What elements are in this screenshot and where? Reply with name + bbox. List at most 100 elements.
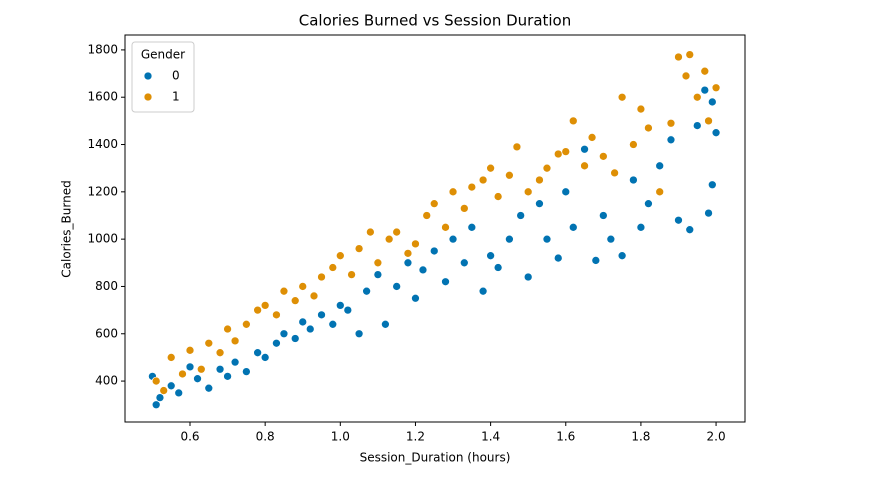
- y-tick-label: 600: [95, 326, 118, 340]
- point: [516, 211, 526, 220]
- point: [215, 364, 225, 374]
- point: [354, 244, 364, 253]
- point: [459, 204, 469, 213]
- point: [366, 227, 375, 237]
- point: [166, 353, 176, 362]
- point: [542, 163, 552, 173]
- point: [362, 286, 371, 296]
- point: [505, 170, 514, 180]
- point: [373, 270, 383, 279]
- point: [155, 393, 165, 402]
- legend-marker: [143, 71, 153, 81]
- point: [553, 253, 563, 263]
- point: [512, 142, 522, 152]
- point: [478, 175, 488, 185]
- point: [674, 52, 683, 62]
- point: [580, 144, 589, 154]
- point: [644, 199, 653, 209]
- point: [335, 251, 345, 261]
- point: [392, 282, 402, 291]
- point: [347, 270, 356, 279]
- point: [591, 256, 601, 265]
- point: [610, 168, 619, 178]
- point: [185, 362, 195, 372]
- chart-title: Calories Burned vs Session Duration: [299, 12, 572, 30]
- x-tick-label: 1.4: [481, 430, 500, 444]
- point: [441, 277, 450, 287]
- point: [204, 383, 214, 393]
- point: [561, 187, 571, 197]
- point: [700, 85, 710, 95]
- point: [598, 152, 608, 161]
- point: [230, 357, 240, 367]
- point: [403, 248, 413, 258]
- point: [381, 319, 390, 329]
- point: [230, 336, 240, 346]
- point: [411, 239, 420, 249]
- point: [629, 175, 638, 185]
- point: [204, 338, 214, 348]
- point: [166, 381, 176, 391]
- point: [629, 140, 638, 149]
- point: [666, 118, 676, 128]
- point: [309, 291, 319, 301]
- legend-title: Gender: [141, 48, 185, 62]
- y-tick-label: 1000: [87, 232, 118, 246]
- y-tick-label: 1800: [87, 42, 118, 56]
- point: [685, 225, 695, 235]
- point: [587, 133, 597, 142]
- point: [568, 116, 578, 126]
- point: [681, 71, 691, 81]
- point: [343, 305, 353, 315]
- point: [196, 364, 206, 374]
- point: [700, 66, 710, 76]
- point: [674, 215, 683, 225]
- x-tick-label: 0.6: [180, 430, 199, 444]
- point: [223, 371, 232, 381]
- point: [178, 369, 187, 379]
- point: [685, 50, 695, 59]
- point: [655, 161, 665, 171]
- point: [151, 400, 161, 410]
- y-axis-label: Calories_Burned: [60, 180, 74, 277]
- x-tick-label: 1.8: [631, 430, 650, 444]
- point: [568, 222, 578, 232]
- point: [711, 128, 721, 138]
- point: [617, 251, 627, 261]
- point: [305, 324, 315, 334]
- point: [636, 104, 646, 114]
- point: [223, 324, 232, 334]
- point: [215, 348, 225, 358]
- point: [384, 234, 394, 244]
- point: [493, 263, 503, 272]
- point: [272, 338, 281, 348]
- y-tick-label: 800: [95, 279, 118, 293]
- point: [598, 211, 608, 220]
- point: [692, 121, 702, 130]
- point: [711, 83, 721, 93]
- point: [418, 265, 428, 275]
- point: [429, 199, 439, 209]
- point: [317, 310, 326, 320]
- x-tick-label: 2.0: [707, 430, 726, 444]
- point: [429, 246, 439, 256]
- point: [467, 222, 477, 232]
- point: [151, 376, 161, 386]
- plot-frame: [124, 34, 746, 423]
- point: [692, 92, 702, 102]
- point: [317, 272, 326, 282]
- point: [523, 187, 533, 197]
- point: [159, 386, 169, 395]
- point: [535, 199, 544, 209]
- y-tick-label: 1400: [87, 137, 118, 151]
- legend-label: 0: [172, 69, 180, 83]
- point: [617, 92, 627, 102]
- point: [704, 116, 713, 126]
- point: [422, 211, 432, 220]
- point: [411, 293, 420, 303]
- point: [704, 208, 713, 218]
- point: [505, 234, 514, 244]
- point: [272, 310, 281, 320]
- y-tick-label: 400: [95, 374, 118, 388]
